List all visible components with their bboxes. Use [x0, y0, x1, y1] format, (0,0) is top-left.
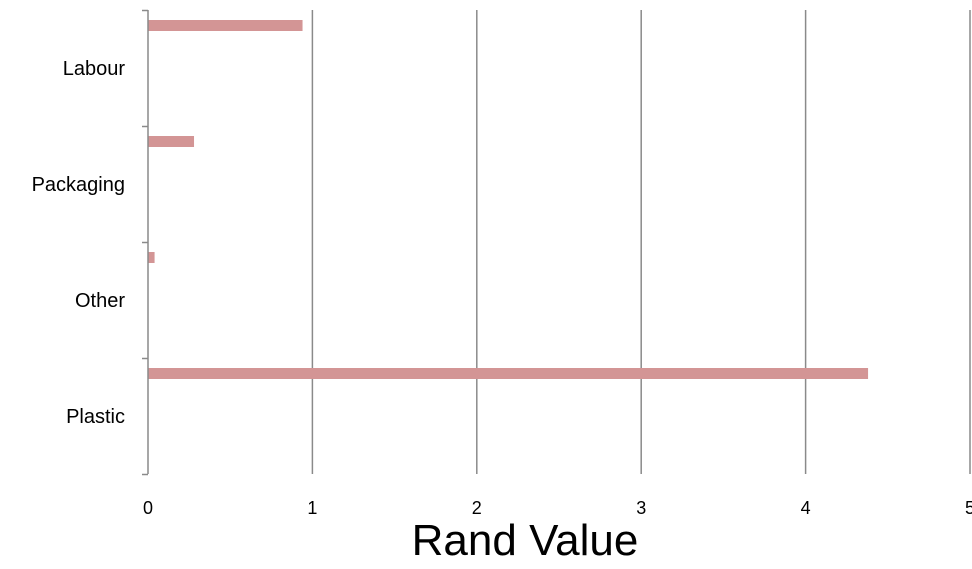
- bar-labour: [148, 20, 303, 31]
- category-labels: Labour Packaging Other Plastic: [32, 58, 126, 428]
- category-label: Other: [75, 290, 125, 312]
- x-tick-label: 3: [636, 498, 646, 518]
- x-tick-label: 5: [965, 498, 972, 518]
- bar-packaging: [148, 136, 195, 147]
- x-tick-label: 1: [307, 498, 317, 518]
- x-tick-label: 2: [472, 498, 482, 518]
- bar-plastic: [148, 368, 869, 379]
- category-label: Plastic: [66, 406, 125, 428]
- bar-other: [148, 252, 155, 263]
- category-label: Labour: [63, 58, 126, 80]
- bars: [148, 20, 869, 379]
- x-tick-label: 0: [143, 498, 153, 518]
- category-label: Packaging: [32, 174, 125, 196]
- gridlines: [311, 10, 971, 474]
- y-axis: [142, 9, 149, 476]
- x-tick-labels: 0 1 2 3 4 5: [143, 498, 972, 518]
- x-tick-label: 4: [801, 498, 811, 518]
- x-axis-title: Rand Value: [412, 516, 639, 565]
